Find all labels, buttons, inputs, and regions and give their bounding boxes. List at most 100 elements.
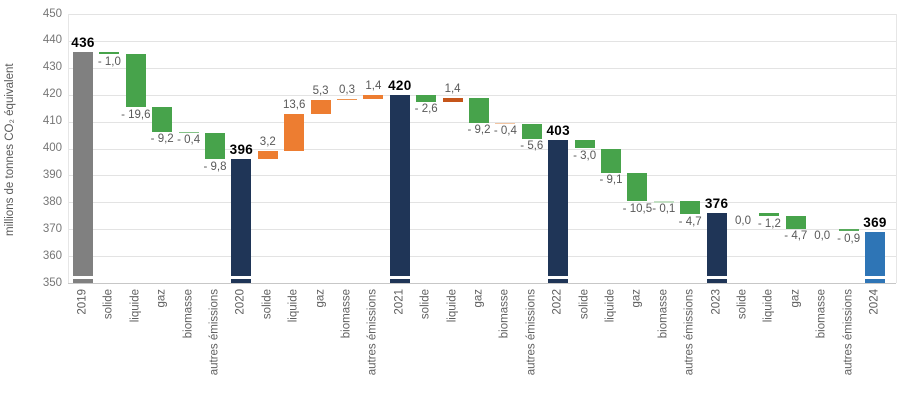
bar-biomasse	[178, 131, 199, 134]
x-category-label: autres émissions	[525, 289, 538, 376]
x-category-label: solide	[102, 289, 115, 320]
y-tick-label: 450	[42, 7, 62, 20]
x-category-label: gaz	[630, 289, 643, 308]
x-category-label: autres émissions	[366, 289, 379, 376]
x-category-label: liquide	[129, 289, 142, 323]
total-value-label: 376	[704, 196, 729, 212]
x-category-label: 2024	[868, 289, 881, 315]
y-tick-label: 410	[42, 115, 62, 128]
bar-liquide	[759, 213, 780, 217]
y-tick-label: 370	[42, 222, 62, 235]
bar-solide	[257, 150, 278, 160]
bar-2022	[548, 140, 569, 283]
gridline	[68, 175, 896, 177]
gridline	[68, 202, 896, 204]
x-category-label: 2020	[234, 289, 247, 315]
bar-value-label: 0,3	[339, 84, 355, 96]
x-category-label: solide	[577, 289, 590, 320]
gridline	[68, 14, 896, 15]
bar-gaz	[152, 107, 173, 132]
axis-break-mark	[865, 276, 885, 279]
y-axis-title: millions de tonnes CO₂ équivalent	[4, 63, 16, 237]
total-value-label: 403	[546, 123, 570, 139]
bar-value-label: - 3,0	[573, 150, 597, 162]
bar-value-label: - 0,1	[652, 202, 676, 215]
bar-value-label: 1,4	[365, 80, 382, 93]
axis-break-mark	[231, 276, 252, 279]
total-value-label: 436	[71, 34, 95, 50]
x-category-label: solide	[419, 289, 432, 320]
bar-liquide	[442, 97, 463, 102]
bar-gaz	[627, 172, 648, 202]
y-tick-label: 350	[42, 276, 62, 289]
x-category-label: biomasse	[340, 289, 353, 339]
plot-left-border	[68, 14, 69, 283]
bar-gaz	[469, 97, 489, 123]
bar-value-label: - 9,1	[599, 174, 623, 187]
bar-2024	[865, 231, 885, 283]
bar-value-label: - 9,2	[467, 124, 491, 137]
bar-value-label: 1,4	[444, 82, 461, 95]
bar-value-label: 5,3	[312, 84, 329, 97]
bar-gaz	[310, 99, 331, 115]
y-tick-label: 360	[42, 249, 62, 262]
total-value-label: 420	[388, 77, 412, 93]
axis-break-mark	[73, 276, 93, 279]
x-category-label: autres émissions	[683, 289, 696, 376]
bar-autres émissions	[521, 123, 542, 139]
y-tick-label: 430	[42, 61, 62, 74]
bar-autres émissions	[838, 228, 859, 232]
x-category-label: autres émissions	[841, 289, 854, 376]
bar-liquide	[601, 148, 621, 173]
y-tick-label: 440	[42, 34, 62, 47]
gridline	[68, 256, 896, 258]
x-category-label: biomasse	[498, 289, 511, 339]
gridline	[68, 283, 896, 284]
x-category-label: 2023	[709, 289, 722, 315]
x-category-label: biomasse	[181, 289, 194, 339]
bar-liquide	[125, 54, 146, 108]
bar-biomasse	[653, 201, 674, 203]
bar-autres émissions	[205, 132, 225, 160]
bar-value-label: - 9,2	[150, 133, 174, 146]
x-category-label: solide	[261, 289, 274, 320]
plot-right-border	[896, 14, 897, 283]
bar-2020	[231, 159, 252, 283]
x-category-label: biomasse	[657, 289, 670, 339]
bar-value-label: - 4,7	[784, 230, 808, 243]
y-tick-label: 400	[42, 142, 62, 154]
bar-2019	[73, 51, 93, 283]
y-tick-label: 390	[42, 168, 62, 181]
axis-break-mark	[548, 276, 569, 279]
bar-value-label: 0,0	[735, 214, 751, 227]
bar-biomasse	[337, 99, 357, 101]
bar-liquide	[284, 114, 305, 151]
bar-autres émissions	[680, 201, 701, 215]
x-category-label: liquide	[604, 289, 617, 323]
bar-solide	[99, 51, 120, 55]
bar-value-label: - 0,9	[837, 232, 861, 245]
bar-value-label: - 0,4	[493, 125, 517, 138]
bar-value-label: - 5,6	[520, 140, 544, 153]
gridline	[68, 148, 896, 150]
x-category-label: 2019	[76, 289, 89, 315]
bar-solide	[574, 140, 595, 149]
gridline	[68, 229, 896, 231]
total-value-label: 396	[229, 142, 254, 158]
y-tick-label: 420	[42, 88, 62, 101]
gridline	[68, 40, 896, 42]
x-category-label: 2021	[393, 289, 406, 315]
bar-gaz	[785, 216, 806, 229]
bar-value-label: 3,2	[259, 135, 276, 148]
x-category-label: biomasse	[815, 289, 828, 339]
bar-value-label: - 10,5	[622, 202, 653, 215]
x-category-label: gaz	[155, 289, 168, 308]
bar-value-label: - 1,0	[97, 55, 121, 68]
bar-value-label: - 0,4	[177, 134, 201, 147]
x-category-label: gaz	[789, 289, 802, 308]
bar-value-label: 0,0	[814, 230, 831, 243]
x-category-label: solide	[736, 289, 749, 320]
x-category-label: 2022	[551, 289, 564, 315]
x-category-label: autres émissions	[208, 289, 221, 376]
